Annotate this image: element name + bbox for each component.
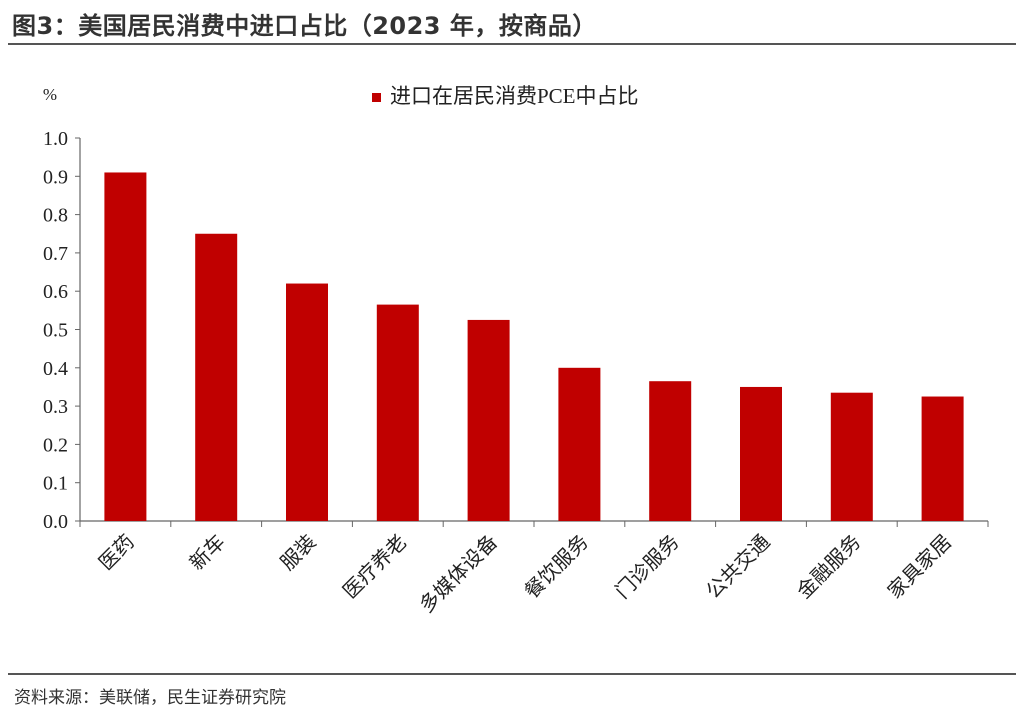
x-tick-label: 新车 <box>184 530 229 575</box>
y-tick-label: 0.2 <box>43 434 68 456</box>
y-tick-label: 0.6 <box>43 281 68 303</box>
x-tick-label: 家具家居 <box>883 530 957 604</box>
y-tick-label: 0.9 <box>43 166 68 188</box>
y-tick-label: 0.8 <box>43 205 68 227</box>
x-tick-label: 多媒体设备 <box>414 530 502 618</box>
legend-label: 进口在居民消费PCE中占比 <box>390 84 639 108</box>
chart-bars <box>104 172 964 521</box>
y-tick-label: 0.7 <box>43 243 68 265</box>
x-tick-label: 医疗养老 <box>338 530 412 604</box>
x-tick-label: 医药 <box>94 530 139 575</box>
bar-1 <box>104 172 147 521</box>
y-tick-label: 0.5 <box>43 320 68 342</box>
legend-swatch <box>372 93 381 102</box>
y-tick-label: 0.3 <box>43 396 68 418</box>
bar-8 <box>740 386 782 521</box>
figure-title: 图3：美国居民消费中进口占比（2023 年，按商品） <box>12 12 597 40</box>
x-tick-label: 餐饮服务 <box>519 530 593 604</box>
y-tick-label: 0.0 <box>43 511 68 533</box>
bar-7 <box>649 381 692 521</box>
y-tick-label: 0.4 <box>43 358 68 380</box>
source-note: 资料来源：美联储，民生证券研究院 <box>14 688 286 708</box>
bar-2 <box>195 233 238 521</box>
x-tick-label: 金融服务 <box>792 530 866 604</box>
bar-5 <box>467 319 510 521</box>
bar-3 <box>286 283 328 521</box>
y-tick-label: 0.1 <box>43 473 68 495</box>
y-tick-label: 1.0 <box>43 128 68 150</box>
bar-9 <box>830 392 873 521</box>
bar-4 <box>376 304 419 521</box>
bar-10 <box>921 396 964 521</box>
source-divider <box>8 673 1016 675</box>
y-axis-unit: % <box>43 85 57 104</box>
bar-chart: 0.0 0.1 0.2 0.3 0.4 0.5 0.6 0.7 0.8 0.9 1.0% 医药 新车 服装… <box>43 84 989 618</box>
x-tick-label: 服装 <box>275 530 320 575</box>
bar-6 <box>558 367 601 521</box>
x-tick-label: 公共交通 <box>701 530 775 604</box>
x-tick-label: 门诊服务 <box>610 530 684 604</box>
title-divider <box>8 43 1016 45</box>
